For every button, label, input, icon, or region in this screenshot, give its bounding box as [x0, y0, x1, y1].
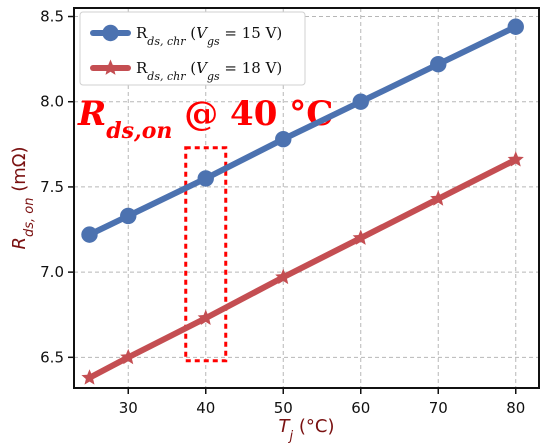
- plot-frame: [73, 7, 540, 389]
- annotation-text-main: R: [77, 94, 106, 134]
- y-axis-label-sub: ds, on: [22, 198, 37, 237]
- legend-label-1-sub1: ds, chr: [147, 35, 186, 48]
- x-tick-label-70: 70: [429, 399, 448, 417]
- y-tick-label-8-5: 8.5: [40, 8, 64, 26]
- legend-label-1-end: = 15 V): [220, 24, 283, 42]
- x-tick-label-30: 30: [119, 399, 138, 417]
- annotation-highlight-box: [184, 146, 228, 363]
- legend-label-1-sub2: gs: [207, 35, 220, 48]
- legend: Rds, chr (Vgs = 15 V)Rds, chr (Vgs = 18 …: [79, 11, 306, 86]
- y-tick-label-6-5: 6.5: [40, 348, 64, 366]
- series-2-point-7: [507, 151, 524, 167]
- series-1-point-3: [197, 170, 214, 187]
- x-axis-label-main: T: [279, 416, 292, 437]
- series-1-point-7: [507, 18, 524, 35]
- y-tick-label-8: 8.0: [40, 93, 64, 111]
- x-tick-label-80: 80: [506, 399, 525, 417]
- y-axis-label-unit: (mΩ): [9, 146, 30, 197]
- series-1-point-6: [430, 56, 447, 73]
- legend-label-2: Rds, chr (Vgs = 18 V): [136, 59, 282, 83]
- series-2-point-2: [120, 348, 137, 365]
- series-layer: [81, 18, 524, 385]
- annotation-text-sub: ds,on: [106, 118, 172, 144]
- legend-label-1: Rds, chr (Vgs = 15 V): [136, 24, 282, 48]
- legend-label-2-v: V: [196, 59, 209, 77]
- series-2-point-6: [430, 190, 447, 206]
- series-1-point-2: [120, 207, 137, 225]
- x-axis-label-sub: j: [288, 429, 294, 444]
- y-tick-label-7: 7.0: [40, 263, 64, 281]
- legend-label-2-sub2: gs: [207, 70, 220, 83]
- x-axis-label-unit: (°C): [293, 416, 334, 437]
- legend-label-1-mid: (: [185, 24, 196, 42]
- legend-label-1-r: R: [136, 24, 148, 42]
- series-2-point-3: [197, 309, 214, 326]
- legend-box: [79, 11, 306, 86]
- x-axis-label: Tj (°C): [279, 416, 335, 444]
- legend-marker-2: [102, 59, 119, 75]
- axis-layer: 30 40 50 60 70 80 6.5 7.0 7.5 8.0 8.5 Tj (°C) Rds, o…: [9, 7, 540, 444]
- y-axis-label: Rds, on (mΩ): [9, 146, 37, 249]
- x-tick-label-50: 50: [274, 399, 293, 417]
- series-2-point-4: [275, 268, 292, 285]
- series-1-point-4: [275, 131, 292, 148]
- series-1-point-1: [81, 226, 98, 243]
- legend-marker-1: [102, 24, 119, 42]
- legend-label-2-r: R: [136, 59, 148, 77]
- legend-label-2-mid: (: [185, 59, 196, 77]
- y-axis-label-main: R: [9, 237, 30, 250]
- x-tick-label-40: 40: [196, 399, 215, 417]
- series-1-point-5: [352, 93, 369, 110]
- series-2-point-5: [352, 229, 369, 245]
- legend-label-1-v: V: [196, 24, 209, 42]
- y-tick-label-7-5: 7.5: [40, 178, 64, 196]
- series-2-point-1: [81, 369, 98, 385]
- legend-label-2-end: = 18 V): [220, 59, 283, 77]
- legend-label-2-sub1: ds, chr: [147, 70, 186, 83]
- x-tick-label-60: 60: [351, 399, 370, 417]
